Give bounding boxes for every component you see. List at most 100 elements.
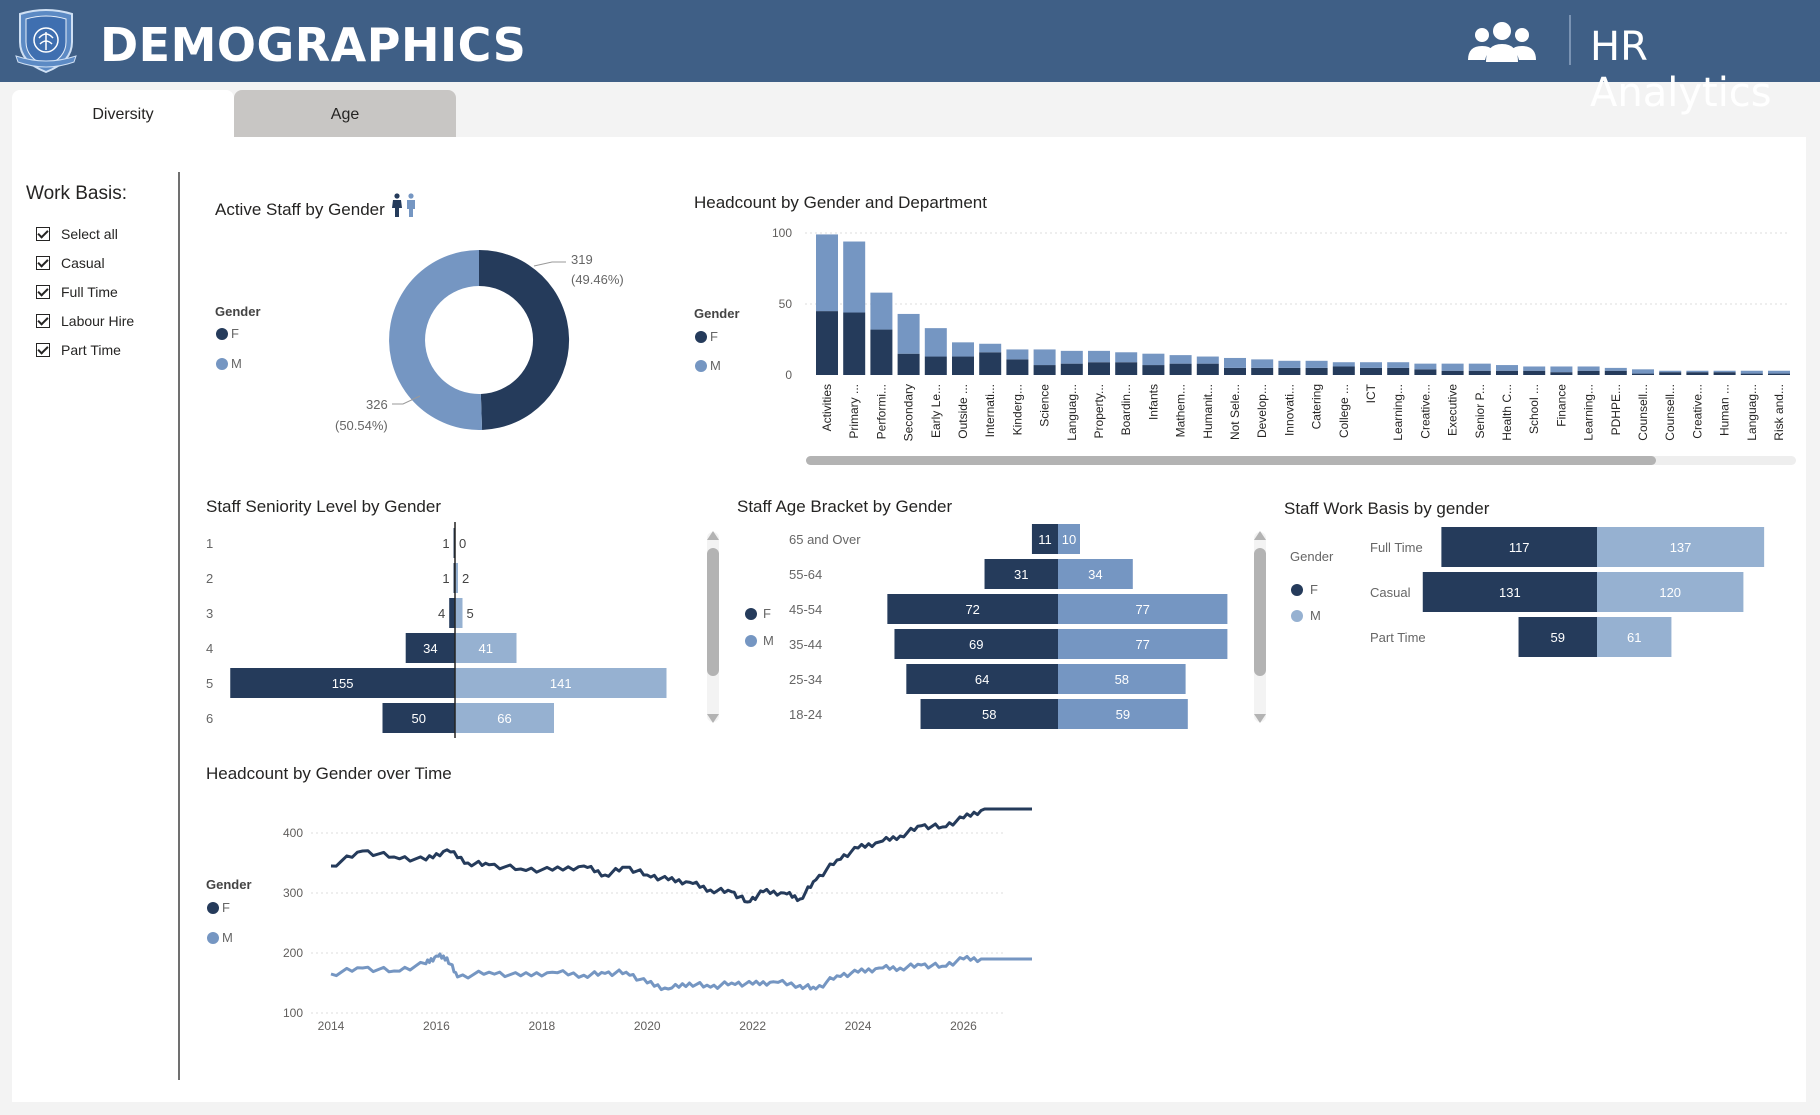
dept-bar-f[interactable] <box>1414 369 1437 375</box>
seniority-bar-m[interactable] <box>455 633 517 663</box>
dept-bar-f[interactable] <box>1468 370 1491 375</box>
age-bar-f[interactable] <box>894 629 1058 659</box>
dept-bar-f[interactable] <box>843 312 866 375</box>
dept-bar-f[interactable] <box>1142 365 1165 375</box>
workbasis-bar-m[interactable] <box>1597 572 1744 612</box>
dept-bar-m[interactable] <box>1088 350 1110 363</box>
dept-bar-f[interactable] <box>1387 367 1410 375</box>
dept-bar-f[interactable] <box>1251 367 1274 375</box>
dept-bar-m[interactable] <box>897 313 920 354</box>
seniority-bar-m[interactable] <box>455 563 458 593</box>
dept-bar-m[interactable] <box>979 343 1002 353</box>
dept-bar-m[interactable] <box>1387 362 1410 368</box>
age-bar-m[interactable] <box>1058 524 1080 554</box>
workbasis-bar-m[interactable] <box>1597 527 1765 567</box>
workbasis-bar-f[interactable] <box>1518 617 1597 657</box>
dept-bar-m[interactable] <box>1278 360 1301 368</box>
checkbox[interactable] <box>36 342 50 357</box>
legend-m-label[interactable]: M <box>1310 608 1321 623</box>
seniority-bar-f[interactable] <box>405 633 455 663</box>
legend-f-label[interactable]: F <box>763 606 771 621</box>
dept-bar-m[interactable] <box>1196 356 1219 364</box>
dept-bar-f[interactable] <box>1523 370 1546 375</box>
dept-bar-m[interactable] <box>1360 362 1382 368</box>
dept-bar-f[interactable] <box>952 356 974 375</box>
dept-bar-m[interactable] <box>1468 363 1491 371</box>
legend-m-label[interactable]: M <box>231 356 242 371</box>
dept-bar-m[interactable] <box>1332 362 1355 367</box>
dept-bar-f[interactable] <box>1006 359 1029 375</box>
dept-bar-f[interactable] <box>1360 367 1382 375</box>
legend-m-label[interactable]: M <box>710 358 721 373</box>
dept-bar-m[interactable] <box>1115 352 1138 363</box>
dept-bar-m[interactable] <box>816 234 838 312</box>
dept-bar-f[interactable] <box>1169 363 1192 375</box>
dept-bar-f[interactable] <box>979 352 1002 375</box>
legend-f-label[interactable]: F <box>222 900 230 915</box>
donut-slice-f[interactable] <box>479 249 570 430</box>
dept-bar-m[interactable] <box>1305 360 1328 368</box>
slicer-item-casual[interactable]: Casual <box>26 248 134 277</box>
dept-bar-m[interactable] <box>952 342 974 357</box>
dept-bar-m[interactable] <box>1523 366 1546 371</box>
legend-f-label[interactable]: F <box>1310 582 1318 597</box>
horizontal-scrollbar-thumb[interactable] <box>806 456 1656 465</box>
dept-bar-f[interactable] <box>1332 366 1355 375</box>
workbasis-bar-f[interactable] <box>1422 572 1597 612</box>
seniority-bar-m[interactable] <box>455 703 554 733</box>
dept-bar-m[interactable] <box>1659 370 1682 373</box>
legend-m-label[interactable]: M <box>763 633 774 648</box>
age-bar-f[interactable] <box>920 699 1058 729</box>
age-bar-f[interactable] <box>1031 524 1058 554</box>
dept-bar-m[interactable] <box>1768 370 1790 374</box>
workbasis-bar-f[interactable] <box>1441 527 1597 567</box>
scroll-down-arrow-icon[interactable] <box>1254 714 1266 723</box>
dept-bar-f[interactable] <box>1033 365 1056 375</box>
dept-bar-f[interactable] <box>1632 373 1654 375</box>
seniority-bar-m[interactable] <box>455 598 463 628</box>
age-bar-f[interactable] <box>887 594 1058 624</box>
age-bar-f[interactable] <box>984 559 1058 589</box>
dept-bar-f[interactable] <box>1441 370 1464 375</box>
dept-bar-m[interactable] <box>1740 370 1763 374</box>
dept-bar-f[interactable] <box>1686 372 1709 375</box>
dept-bar-m[interactable] <box>1224 357 1246 368</box>
dept-bar-m[interactable] <box>1060 350 1083 364</box>
dept-bar-f[interactable] <box>1659 372 1682 375</box>
seniority-bar-f[interactable] <box>449 598 455 628</box>
dept-bar-f[interactable] <box>1278 367 1301 375</box>
dept-bar-m[interactable] <box>843 241 866 313</box>
checkbox[interactable] <box>36 284 50 299</box>
scroll-up-arrow-icon[interactable] <box>1254 531 1266 540</box>
checkbox[interactable] <box>36 313 50 328</box>
dept-bar-m[interactable] <box>1006 349 1029 360</box>
dept-bar-f[interactable] <box>1604 370 1627 375</box>
age-bar-m[interactable] <box>1058 664 1186 694</box>
dept-bar-f[interactable] <box>1550 372 1573 375</box>
seniority-bar-f[interactable] <box>230 668 455 698</box>
dept-bar-m[interactable] <box>870 292 893 330</box>
donut-slice-m[interactable] <box>389 250 483 430</box>
vertical-scrollbar-thumb[interactable] <box>1254 548 1266 676</box>
series-line-f[interactable] <box>330 807 1032 904</box>
dept-bar-f[interactable] <box>1224 367 1246 375</box>
dept-bar-f[interactable] <box>897 353 920 375</box>
series-line-m[interactable] <box>330 952 1032 992</box>
slicer-item-part-time[interactable]: Part Time <box>26 335 134 364</box>
dept-bar-m[interactable] <box>1414 363 1437 370</box>
dept-bar-f[interactable] <box>1305 367 1328 375</box>
checkbox[interactable] <box>36 255 50 270</box>
vertical-scrollbar-thumb[interactable] <box>707 548 719 676</box>
dept-bar-f[interactable] <box>1713 372 1736 375</box>
checkbox[interactable] <box>36 226 50 241</box>
tab-diversity[interactable]: Diversity <box>12 90 234 137</box>
dept-bar-m[interactable] <box>1251 359 1274 368</box>
dept-bar-f[interactable] <box>1496 370 1518 375</box>
seniority-bar-f[interactable] <box>382 703 456 733</box>
dept-bar-m[interactable] <box>1550 366 1573 373</box>
dept-bar-f[interactable] <box>1060 363 1083 375</box>
slicer-item-select-all[interactable]: Select all <box>26 219 134 248</box>
dept-bar-f[interactable] <box>816 311 838 375</box>
age-bar-m[interactable] <box>1058 559 1133 589</box>
age-bar-m[interactable] <box>1058 629 1228 659</box>
